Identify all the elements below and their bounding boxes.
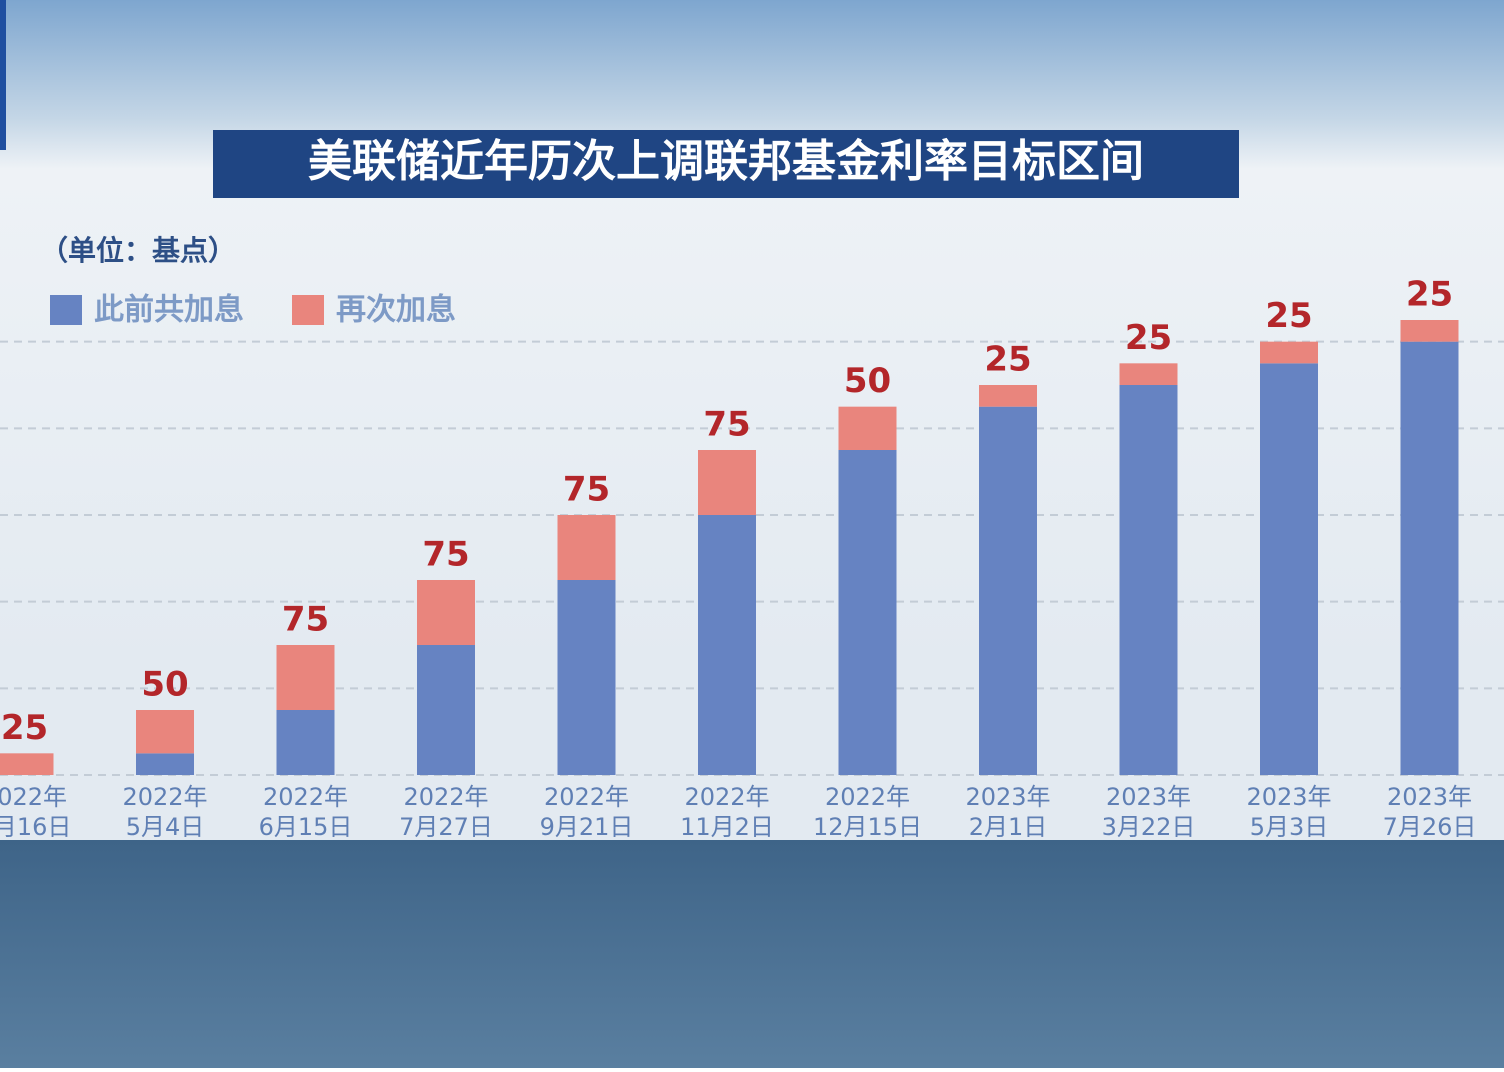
bar-segment (276, 645, 335, 710)
x-tick-label: 2023年 (1387, 783, 1472, 811)
x-tick-label: 5月3日 (1250, 813, 1329, 841)
bar-segment (838, 406, 897, 450)
bar-segment (1260, 341, 1318, 364)
bar-segment (1400, 320, 1459, 342)
x-tick-label: 12月15日 (813, 813, 922, 841)
x-tick-label: 6月15日 (259, 813, 353, 841)
bar-segment (838, 450, 897, 775)
x-tick-label: 2022年 (0, 783, 67, 811)
x-tick-label: 11月2日 (680, 813, 774, 841)
bar-segment (1260, 363, 1318, 775)
x-tick-label: 9月21日 (540, 813, 634, 841)
chart-title: 美联储近年历次上调联邦基金利率目标区间 (308, 136, 1144, 187)
value-label: 75 (282, 600, 329, 640)
x-tick-label: 2022年 (825, 783, 910, 811)
bar-segment (979, 385, 1037, 407)
value-label: 25 (1125, 318, 1172, 358)
x-tick-label: 3月22日 (1102, 813, 1196, 841)
x-tick-label: 3月16日 (0, 813, 71, 841)
x-tick-label: 2022年 (403, 783, 488, 811)
x-tick-label: 2022年 (684, 783, 769, 811)
value-label: 25 (1, 708, 48, 748)
legend-swatch (292, 295, 324, 325)
value-label: 25 (984, 340, 1031, 380)
bar-segment (979, 406, 1037, 775)
bar-segment (557, 515, 616, 580)
x-tick-label: 7月27日 (399, 813, 493, 841)
bar-segment (136, 753, 194, 775)
title-box (213, 130, 1239, 198)
x-tick-label: 2022年 (122, 783, 207, 811)
bar-segment (557, 580, 616, 775)
value-label: 50 (141, 665, 188, 705)
bar-segment (276, 710, 335, 775)
bar-segment (1400, 341, 1459, 775)
bar-segment (698, 515, 756, 775)
bar-segment (417, 580, 475, 645)
bar-segment (698, 450, 756, 515)
x-tick-label: 2023年 (1246, 783, 1331, 811)
x-tick-label: 2023年 (1106, 783, 1191, 811)
legend-swatch (50, 295, 82, 325)
value-label: 75 (563, 470, 610, 510)
value-label: 75 (703, 405, 750, 445)
x-tick-label: 2023年 (965, 783, 1050, 811)
value-label: 25 (1406, 275, 1453, 315)
edge (0, 0, 6, 150)
value-label: 25 (1265, 296, 1312, 336)
bar-segment (1119, 385, 1178, 775)
bar-segment (417, 645, 475, 775)
x-tick-label: 2022年 (263, 783, 348, 811)
x-tick-label: 2月1日 (969, 813, 1048, 841)
unit-label: （单位：基点） (40, 234, 236, 267)
bar-segment (1119, 363, 1178, 385)
floor (0, 840, 1504, 1068)
bar-segment (136, 710, 194, 754)
x-tick-label: 7月26日 (1383, 813, 1477, 841)
bar-segment (0, 753, 54, 775)
legend-label: 再次加息 (336, 293, 456, 328)
x-tick-label: 5月4日 (126, 813, 205, 841)
x-tick-label: 2022年 (544, 783, 629, 811)
value-label: 75 (422, 535, 469, 575)
value-label: 50 (844, 361, 891, 401)
legend-label: 此前共加息 (94, 293, 244, 328)
